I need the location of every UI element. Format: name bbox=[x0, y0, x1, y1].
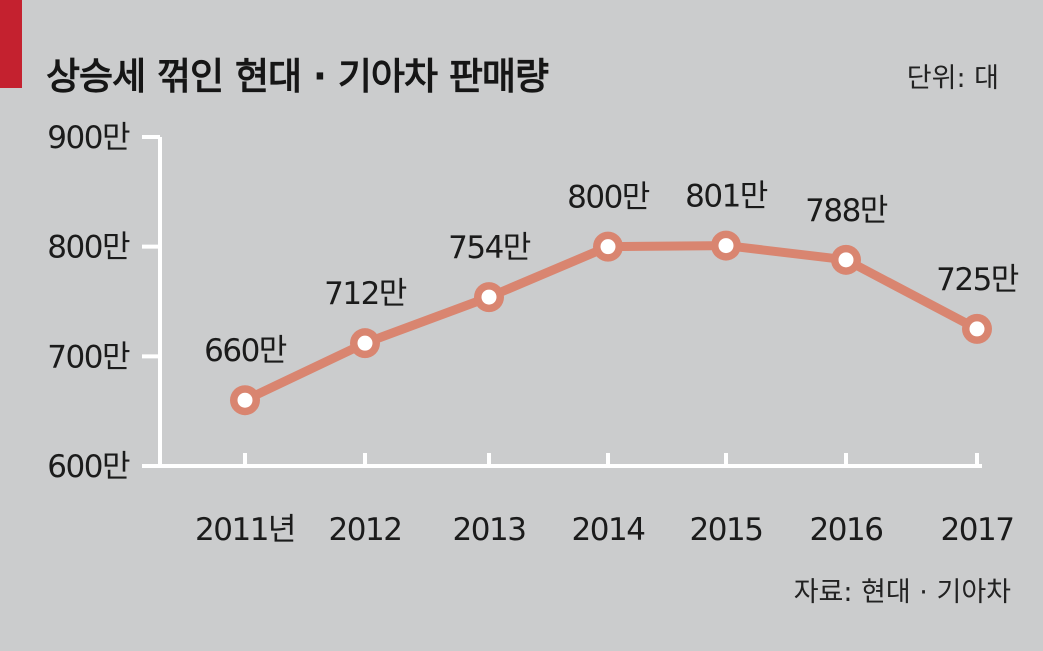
data-point bbox=[969, 321, 985, 337]
y-tick-label: 900만 bbox=[47, 120, 130, 156]
data-point bbox=[237, 392, 253, 408]
data-label: 712만 bbox=[324, 276, 407, 312]
y-tick-label: 700만 bbox=[47, 339, 130, 375]
x-tick-label: 2017 bbox=[941, 512, 1014, 548]
data-label: 801만 bbox=[685, 179, 768, 215]
data-label: 788만 bbox=[805, 193, 888, 229]
chart-title: 상승세 꺾인 현대 · 기아차 판매량 bbox=[46, 55, 549, 98]
source-note: 자료: 현대 · 기아차 bbox=[793, 577, 1011, 608]
x-tick-label: 2016 bbox=[810, 512, 883, 548]
data-point bbox=[481, 289, 497, 305]
data-label: 660만 bbox=[204, 333, 287, 369]
unit-label: 단위: 대 bbox=[906, 63, 999, 94]
y-tick-label: 800만 bbox=[47, 230, 130, 266]
y-tick-label: 600만 bbox=[47, 449, 130, 485]
data-point bbox=[838, 252, 854, 268]
data-label: 754만 bbox=[448, 230, 531, 266]
series-line bbox=[240, 241, 982, 405]
x-tick-label: 2014 bbox=[572, 512, 645, 548]
data-label: 800만 bbox=[567, 180, 650, 216]
data-point bbox=[600, 239, 616, 255]
x-tick-label: 2013 bbox=[453, 512, 526, 548]
data-label: 725만 bbox=[936, 262, 1019, 298]
data-point bbox=[357, 335, 373, 351]
x-tick-label: 2011년 bbox=[195, 512, 295, 548]
accent-tab bbox=[0, 0, 22, 88]
x-tick-label: 2012 bbox=[329, 512, 402, 548]
x-tick-label: 2015 bbox=[690, 512, 763, 548]
data-point bbox=[718, 238, 734, 254]
